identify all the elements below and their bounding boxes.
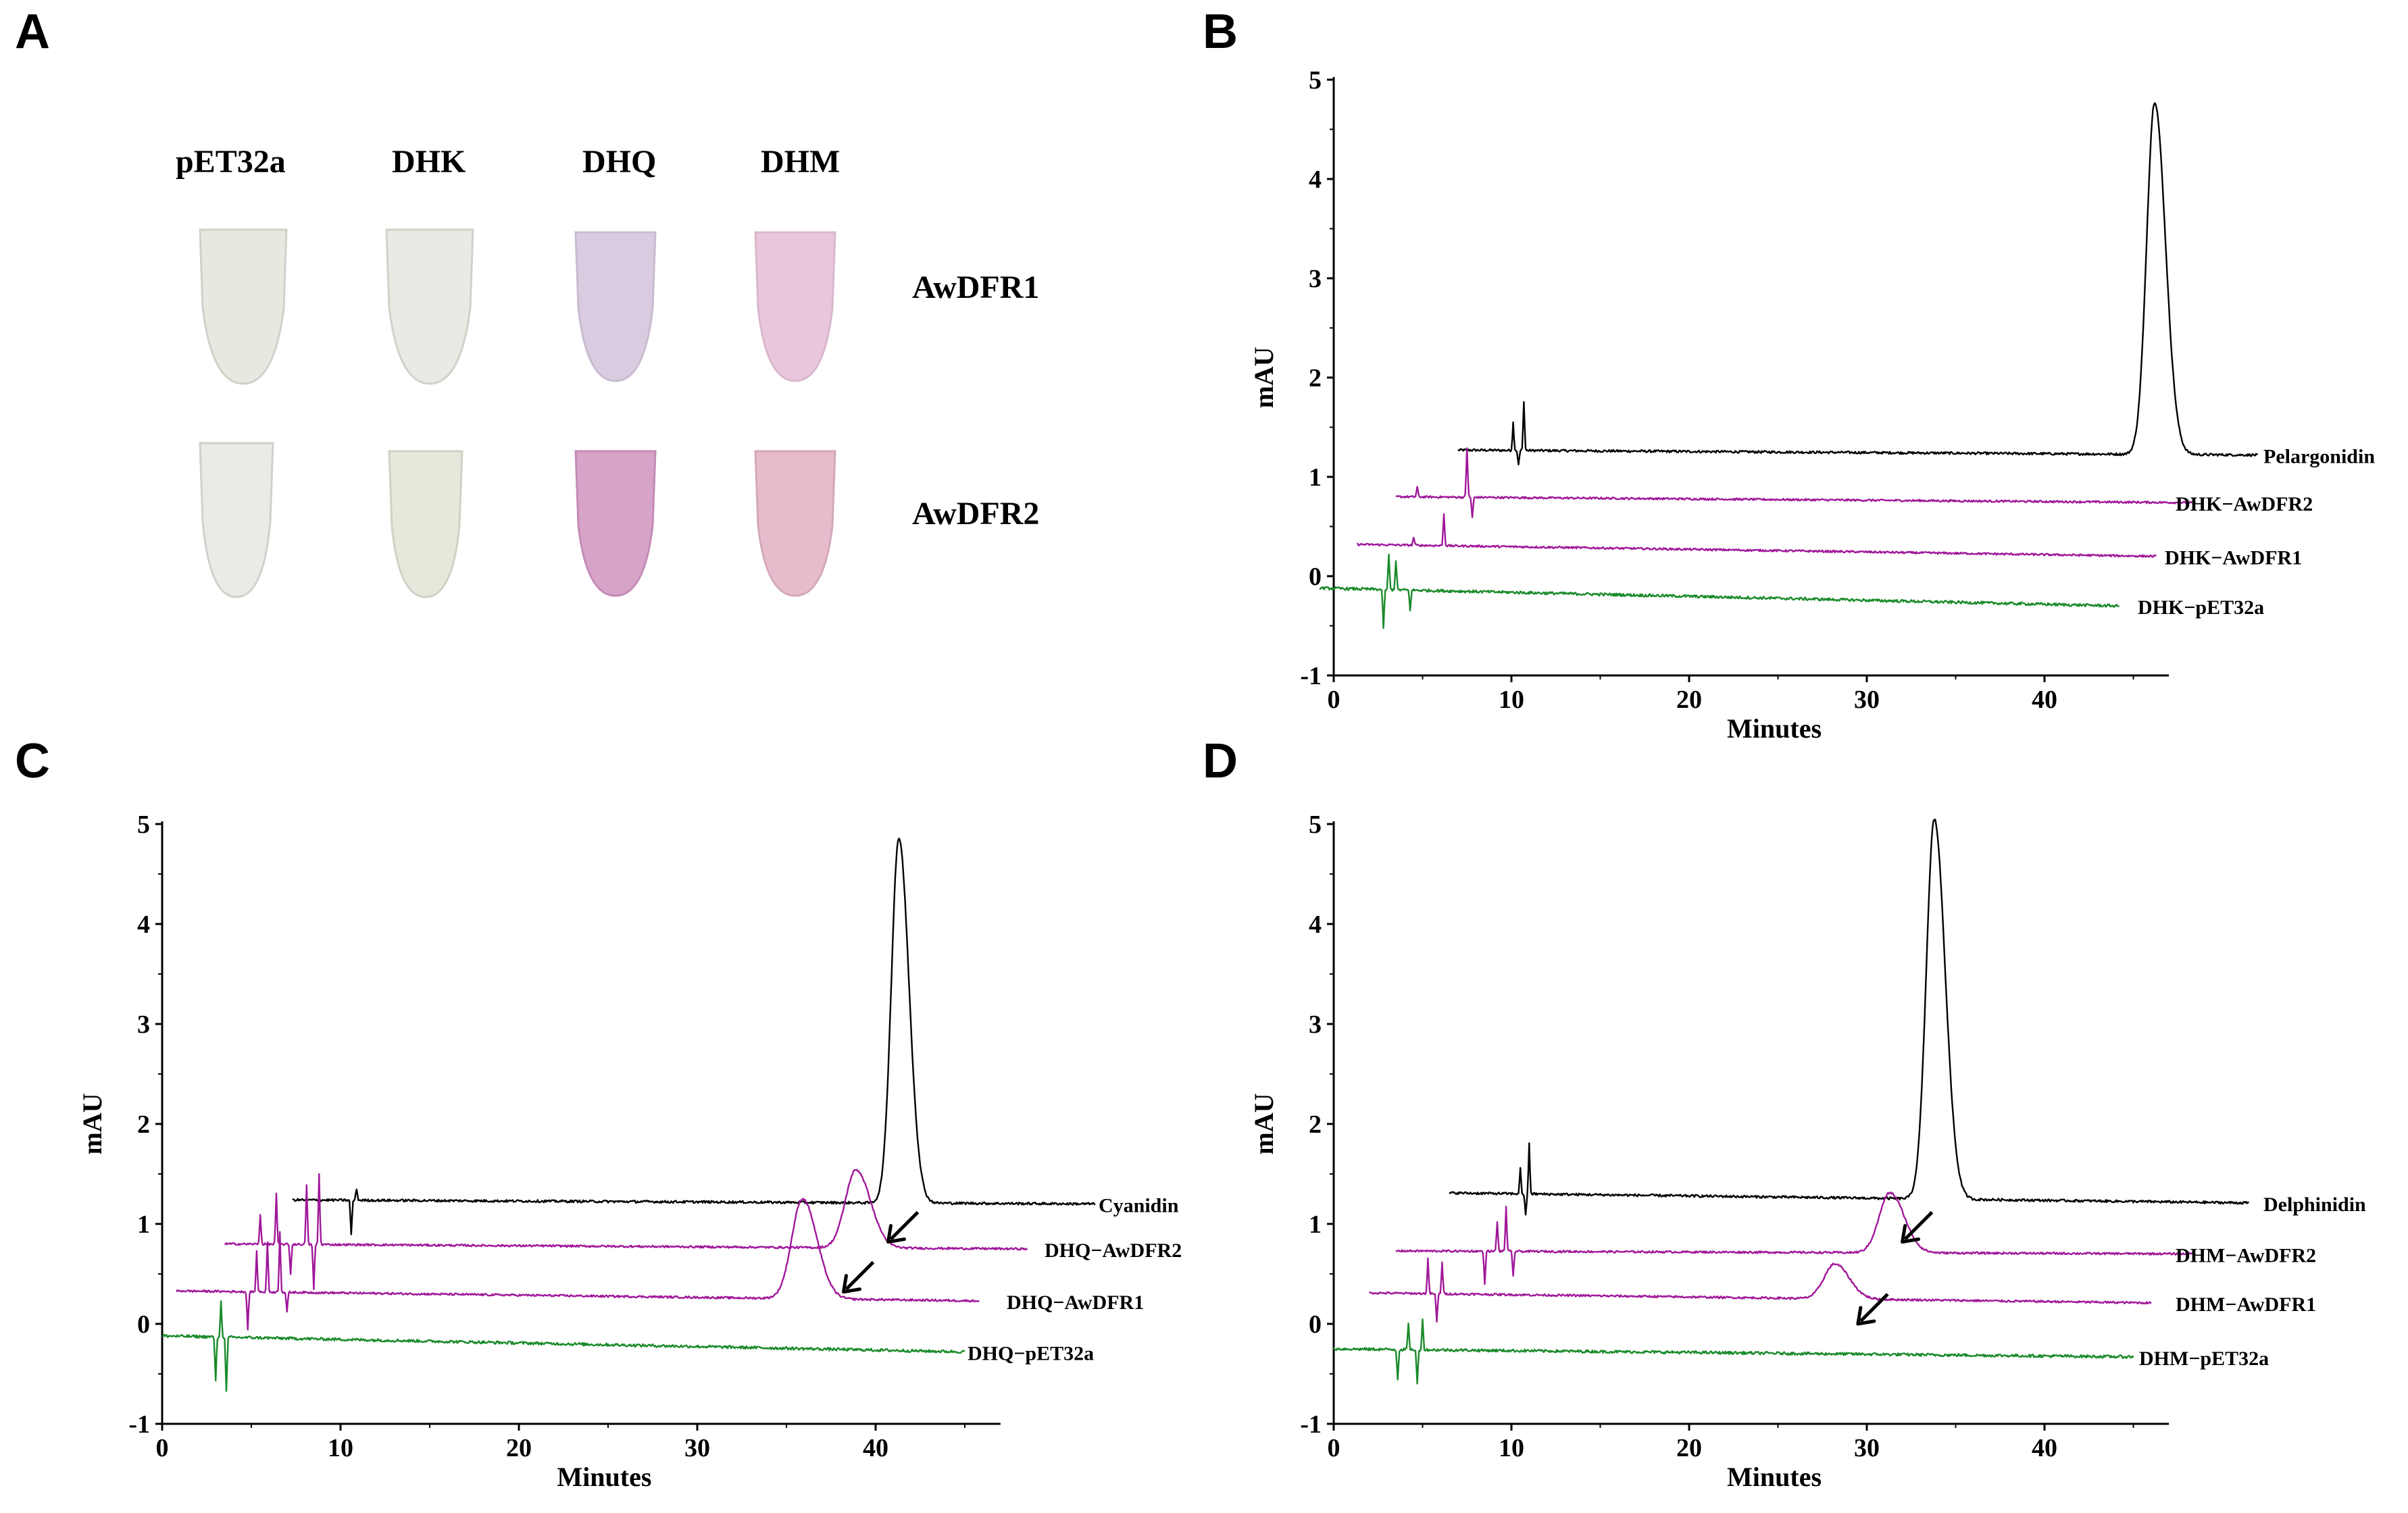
peak-arrow-head <box>1901 1224 1921 1244</box>
series-label: DHQ−pET32a <box>968 1342 1094 1364</box>
tube-awdfr2-pet32a <box>199 442 274 598</box>
tube-awdfr1-dhq <box>574 231 657 382</box>
series-line-3 <box>1319 553 2120 630</box>
y-tick-label: 5 <box>1309 66 1322 95</box>
y-tick-label: 2 <box>1309 364 1322 392</box>
y-tick-label: 4 <box>1309 911 1322 939</box>
series-label: Cyanidin <box>1099 1194 1179 1216</box>
y-tick-label: 5 <box>137 811 150 839</box>
y-tick-label: 2 <box>137 1110 150 1139</box>
x-tick-label: 0 <box>156 1434 169 1462</box>
x-tick-label: 10 <box>328 1434 353 1462</box>
y-tick-label: 0 <box>137 1310 150 1339</box>
series-line-0 <box>1457 102 2259 465</box>
y-tick-label: 0 <box>1309 1310 1322 1339</box>
row-label-awdfr2: AwDFR2 <box>912 496 1040 532</box>
series-line-1 <box>1395 447 2197 519</box>
series-line-1 <box>224 1169 1028 1290</box>
x-tick-label: 40 <box>863 1434 888 1462</box>
series-line-2 <box>1368 1257 2152 1323</box>
column-label-dhk: DHK <box>392 144 466 180</box>
column-label-dhq: DHQ <box>582 144 657 180</box>
series-label: DHK−AwDFR2 <box>2176 493 2313 515</box>
y-tick-label: 5 <box>1309 811 1322 839</box>
series-label: DHQ−AwDFR1 <box>1007 1291 1144 1314</box>
peak-arrow <box>1903 1210 1934 1241</box>
series-line-3 <box>161 1300 965 1392</box>
series-line-0 <box>1449 819 2250 1216</box>
peak-arrow <box>845 1260 875 1291</box>
x-tick-label: 0 <box>1328 1434 1340 1462</box>
y-tick-label: 2 <box>1309 1110 1322 1139</box>
peak-arrow-head <box>1856 1306 1876 1326</box>
series-label: Pelargonidin <box>2263 446 2375 468</box>
series-line-1 <box>1395 1191 2196 1285</box>
y-tick-label: -1 <box>1300 662 1322 690</box>
peak-arrow-head <box>886 1224 906 1244</box>
y-tick-label: -1 <box>1300 1410 1322 1439</box>
panel-letter-a: A <box>15 5 50 59</box>
peak-arrow-head <box>841 1274 861 1294</box>
y-tick-label: 1 <box>137 1210 150 1239</box>
y-tick-label: 3 <box>137 1010 150 1039</box>
tube-awdfr2-dhm <box>754 450 836 597</box>
x-tick-label: 0 <box>1328 686 1340 714</box>
series-line-2 <box>1357 513 2157 558</box>
tube-awdfr1-pet32a <box>199 228 288 385</box>
x-tick-label: 20 <box>506 1434 532 1462</box>
x-tick-label: 20 <box>1676 686 1702 714</box>
x-tick-label: 30 <box>684 1434 710 1462</box>
series-label: DHM−pET32a <box>2139 1348 2269 1370</box>
x-tick-label: 30 <box>1854 686 1880 714</box>
y-tick-label: 0 <box>1309 563 1322 591</box>
x-tick-label: 30 <box>1854 1434 1880 1462</box>
x-axis-label: Minutes <box>557 1462 651 1492</box>
y-tick-label: 1 <box>1309 1210 1322 1239</box>
tube-awdfr2-dhq <box>574 450 657 597</box>
series-label: DHM−AwDFR2 <box>2176 1244 2316 1266</box>
y-tick-label: 4 <box>137 911 150 939</box>
series-line-0 <box>292 838 1096 1235</box>
panel-letter-b: B <box>1203 5 1238 59</box>
column-label-dhm: DHM <box>761 144 841 180</box>
y-axis-label: mAU <box>77 1093 107 1154</box>
panel-letter-c: C <box>15 734 50 788</box>
x-tick-label: 40 <box>2032 1434 2057 1462</box>
peak-arrow <box>1859 1293 1889 1323</box>
row-label-awdfr1: AwDFR1 <box>912 270 1040 305</box>
tube-awdfr1-dhk <box>385 228 474 385</box>
y-tick-label: 3 <box>1309 1010 1322 1039</box>
y-axis-label: mAU <box>1249 1093 1279 1154</box>
x-tick-label: 10 <box>1499 686 1524 714</box>
panel-letter-d: D <box>1203 734 1238 788</box>
series-label: Delphinidin <box>2263 1194 2366 1216</box>
series-label: DHK−pET32a <box>2138 596 2264 619</box>
tube-awdfr1-dhm <box>754 231 836 382</box>
series-line-3 <box>1332 1318 2134 1385</box>
x-tick-label: 10 <box>1499 1434 1524 1462</box>
tube-awdfr2-dhk <box>388 450 463 598</box>
y-axis-label: mAU <box>1249 347 1279 408</box>
column-label-pet32a: pET32a <box>176 144 286 180</box>
series-label: DHM−AwDFR1 <box>2176 1293 2316 1316</box>
series-label: DHQ−AwDFR2 <box>1045 1239 1182 1262</box>
y-tick-label: 3 <box>1309 265 1322 293</box>
y-tick-label: -1 <box>128 1410 150 1439</box>
x-tick-label: 20 <box>1676 1434 1702 1462</box>
x-tick-label: 40 <box>2032 686 2057 714</box>
peak-arrow <box>889 1210 920 1241</box>
series-line-2 <box>176 1198 980 1331</box>
y-tick-label: 4 <box>1309 165 1322 194</box>
y-tick-label: 1 <box>1309 463 1322 492</box>
x-axis-label: Minutes <box>1727 713 1822 744</box>
series-label: DHK−AwDFR1 <box>2165 547 2302 569</box>
x-axis-label: Minutes <box>1727 1462 1822 1492</box>
